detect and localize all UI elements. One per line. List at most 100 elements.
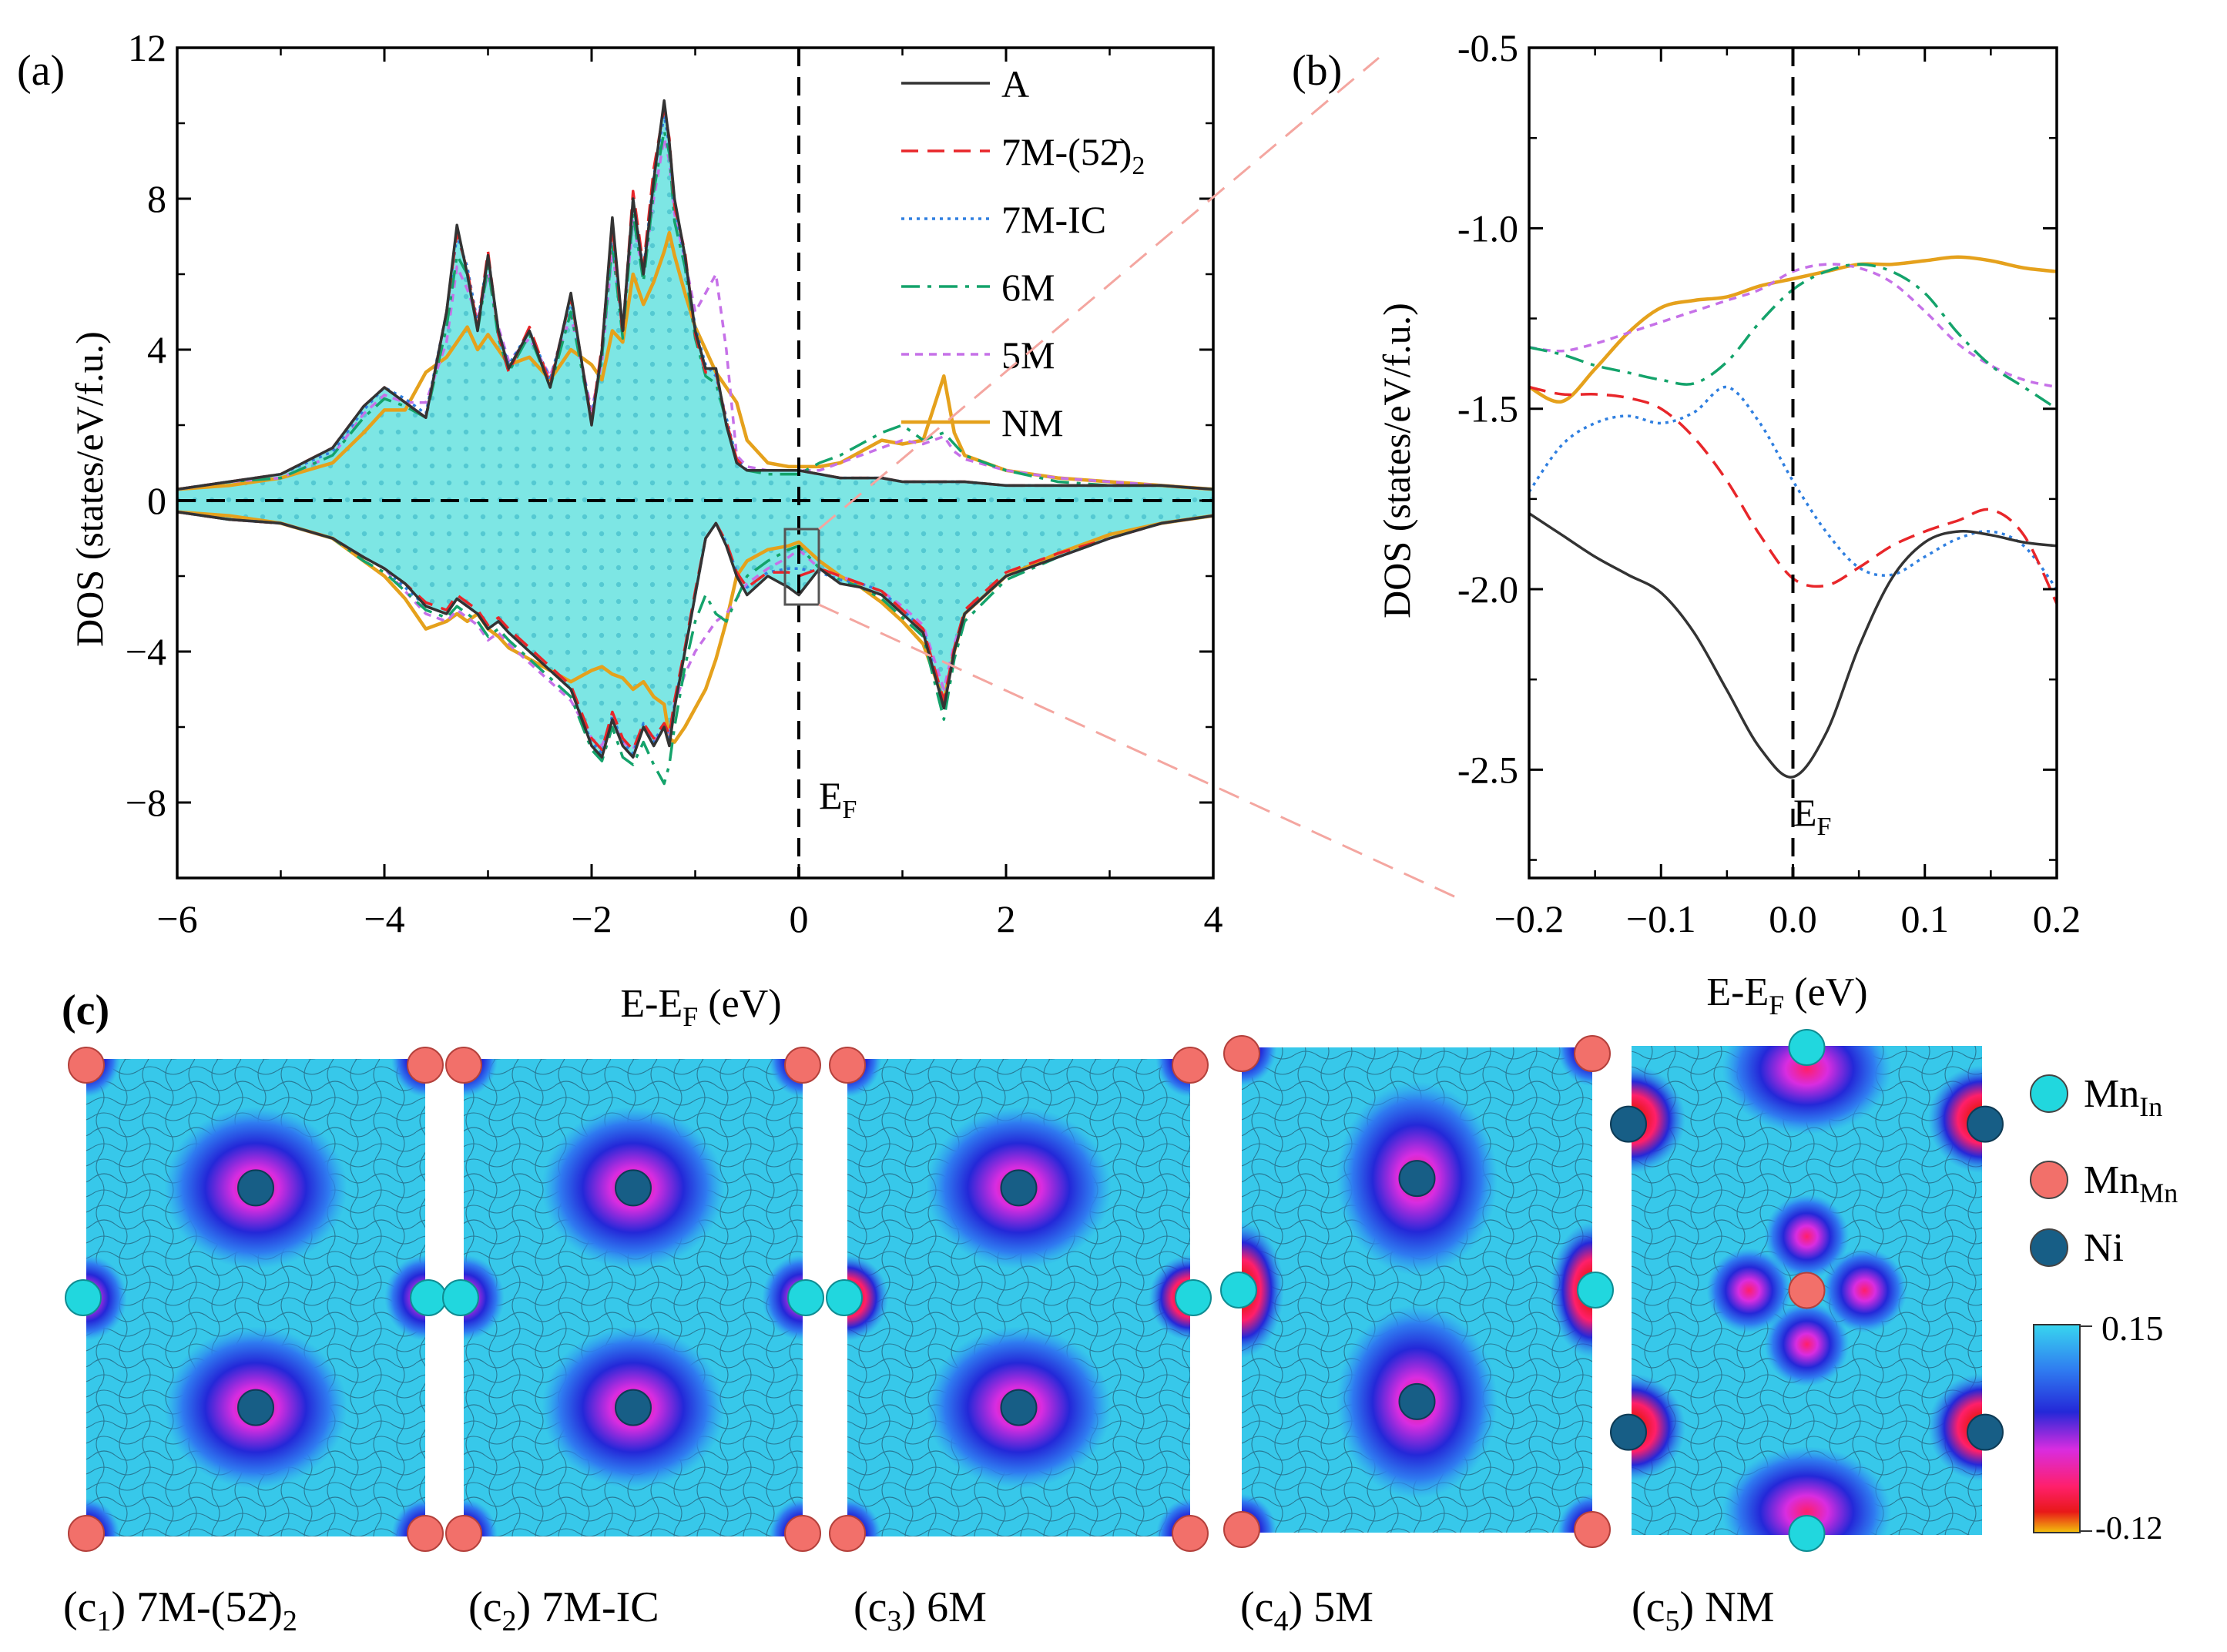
ytick-label-a: 4 [147,328,166,371]
ytick-label-b: -0.5 [1457,26,1518,69]
atom-mn-mn [1223,1035,1260,1072]
legend-atom-MnMn [2030,1161,2068,1199]
series-7M-52-down [176,510,1214,752]
axes-a: −6 −4 −2 0 2 4 −8 −4 0 4 8 12 [126,26,1223,940]
ytick-label-a: −4 [126,630,166,673]
svg-text:EF: EF [1793,791,1831,841]
atom-mn-mn [445,1515,482,1552]
panel-b: (b) −0.2 −0.1 0.0 0.1 0.2 -2.5 -2.0 -1.5 -1.0 -0.… [1292,26,2081,1020]
charge-density-maps: (c1) 7M-(52̄)2 (c2) 7M-IC (c3) 6M (c4) 5M (c… [63,1029,2004,1637]
density-lobe [1722,1446,1892,1535]
map-1 [65,1047,447,1552]
atom-mn-in [1788,1029,1826,1066]
map-3 [826,1047,1212,1552]
zoom-series-5M [1528,263,2058,389]
ytick-label-b: -1.5 [1457,387,1518,431]
atom-mn-in [826,1279,863,1316]
density-lobe [1928,1373,1982,1482]
atom-mn-mn [68,1515,105,1552]
density-lobe [464,1255,505,1341]
ytick-label-a: 8 [147,177,166,220]
atom-mn-in [1220,1272,1257,1309]
density-lobe [1632,1373,1685,1482]
atom-mn-in [442,1279,479,1316]
xtick-label-a: −6 [156,897,197,940]
density-lobe [384,1255,425,1341]
density-lobe [762,1255,803,1341]
legend-label-7M-IC: 7M-IC [1001,198,1106,241]
panel-a: (a) −6 −4 −2 0 2 4 −8 −4 0 4 8 12 A 7M-(52̄)2 7M-IC 6M… [17,26,1223,1032]
legend-atom-MnIn [2030,1074,2068,1113]
atom-ni [1610,1413,1647,1451]
density-lobe [1722,1046,1892,1134]
density-lobe [1928,1065,1982,1174]
density-lobe [1822,1248,1907,1333]
panel-label-a: (a) [17,47,65,95]
density-lobe [1550,1221,1592,1359]
panel-label-b: (b) [1292,47,1342,95]
colorbar-gradient [2033,1324,2081,1533]
map-4 [1220,1035,1614,1548]
atom-ni [615,1169,652,1207]
legend-label-A: A [1001,62,1029,106]
colorbar-min-label: -0.12 [2095,1511,2163,1546]
density-lobe [1242,1221,1284,1359]
xtick-label-b: 0.2 [2033,897,2081,940]
atom-mn-mn [1788,1272,1826,1309]
legend-atom-label-MnMn: MnMn [2084,1158,2178,1208]
colorbar: 0.15 -0.12 [2033,1309,2164,1546]
atom-mn-in [1788,1515,1826,1552]
density-lobe [1706,1248,1792,1333]
atom-mn-mn [445,1047,482,1084]
series-A-up [176,99,1214,491]
svg-text:E-EF (eV): E-EF (eV) [620,982,781,1032]
fermi-label-b: EF [1793,791,1831,841]
xtick-label-a: −4 [364,897,404,940]
legend-atom-label-MnIn: MnIn [2084,1072,2162,1122]
svg-text:E-EF (eV): E-EF (eV) [1706,970,1867,1020]
atom-mn-mn [407,1515,444,1552]
density-lobe [1764,1302,1850,1387]
atom-mn-mn [829,1047,866,1084]
atom-mn-mn [407,1047,444,1084]
guide-lines [177,48,1213,878]
map-5 [1610,1029,2004,1552]
ytick-label-a: 12 [128,26,166,69]
ytick-label-b: -2.5 [1457,748,1518,791]
density-lobe [1632,1065,1685,1174]
map-caption-5: (c5) NM [1632,1583,1774,1637]
atom-mn-mn [1223,1511,1260,1548]
density-lobe [847,1255,889,1341]
panel-c: (c) (c1) 7M-(52̄)2 (c2) 7M-IC (c3) 6M (c4) … [62,987,2178,1637]
atom-ni [1000,1169,1038,1207]
ylabel-b: DOS (states/eV/f.u.) [1375,303,1418,618]
xtick-label-a: 0 [790,897,809,940]
atom-mn-in [1175,1279,1212,1316]
axes-b: −0.2 −0.1 0.0 0.1 0.2 -2.5 -2.0 -1.5 -1.0 -0.5 [1457,26,2081,940]
atom-mn-mn [68,1047,105,1084]
atom-ni [1398,1382,1436,1420]
atom-ni [1967,1105,2004,1143]
atom-ni [1000,1389,1038,1426]
map-caption-4: (c4) 5M [1240,1583,1373,1637]
atom-mn-in [410,1279,447,1316]
atom-ni [237,1169,274,1207]
svg-text:EF: EF [819,774,857,824]
xlabel-b: E-EF (eV) [1706,970,1867,1020]
legend-atom-Ni [2030,1228,2068,1267]
zoom-series-A [1528,512,2058,779]
atom-mn-mn [829,1515,866,1552]
atom-mn-in [787,1279,824,1316]
atom-mn-mn [1574,1035,1611,1072]
atom-mn-mn [1574,1511,1611,1548]
ytick-label-b: -2.0 [1457,568,1518,611]
zoom-box [783,528,820,606]
atom-mn-in [65,1279,102,1316]
atom-legend: MnIn MnMn Ni [2030,1072,2178,1270]
xtick-label-a: 2 [997,897,1016,940]
series-5M-down [176,510,1214,752]
density-lobe [1764,1194,1850,1279]
atom-ni [1967,1413,2004,1451]
density-lobe [1149,1255,1190,1341]
ytick-label-b: -1.0 [1457,206,1518,250]
